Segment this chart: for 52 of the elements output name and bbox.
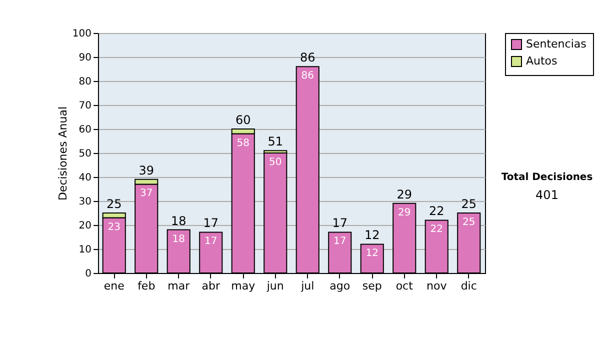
data-label: 12 xyxy=(366,248,378,260)
total-label: 86 xyxy=(300,50,316,65)
y-tick-label: 30 xyxy=(78,196,92,208)
total-label: 60 xyxy=(235,113,251,127)
total-label: 51 xyxy=(268,134,284,149)
data-label: 37 xyxy=(140,188,153,200)
data-label: 29 xyxy=(398,207,411,218)
x-tick-label: sep xyxy=(362,280,382,292)
y-tick-label: 20 xyxy=(78,220,92,232)
data-label: 17 xyxy=(204,236,218,248)
x-tick-label: feb xyxy=(138,280,156,292)
y-tick-label: 100 xyxy=(72,28,92,40)
x-tick-label: oct xyxy=(396,280,414,292)
y-tick-label: 70 xyxy=(78,100,92,112)
total-label: 12 xyxy=(364,228,380,242)
x-tick-label: may xyxy=(231,280,256,292)
legend-label: Sentencias xyxy=(526,38,587,50)
x-tick-label: mar xyxy=(168,280,190,292)
total-label: 17 xyxy=(332,216,348,230)
y-tick-label: 90 xyxy=(78,52,92,64)
text: Total Decisiones xyxy=(500,172,594,183)
data-label: 17 xyxy=(334,236,346,248)
total-label: 22 xyxy=(428,204,444,218)
x-tick-label: abr xyxy=(202,280,220,292)
data-label: 58 xyxy=(236,138,250,149)
x-tick-label: ago xyxy=(330,280,350,292)
total-label: 25 xyxy=(461,197,477,211)
total-label: 29 xyxy=(396,187,412,202)
x-tick-label: dic xyxy=(460,280,477,292)
y-tick-label: 0 xyxy=(85,268,92,280)
data-label: 25 xyxy=(462,217,476,228)
legend-label: Autos xyxy=(526,54,558,68)
y-tick-label: 80 xyxy=(78,76,92,88)
data-label: 86 xyxy=(301,70,314,82)
x-tick-label: jul xyxy=(300,280,314,292)
y-axis-title: Decisiones Anual xyxy=(56,106,70,201)
data-label: 22 xyxy=(430,224,443,236)
y-tick-label: 50 xyxy=(78,148,92,160)
x-tick-label: nov xyxy=(426,280,448,292)
x-tick-label: ene xyxy=(104,280,125,292)
data-label: 50 xyxy=(269,157,282,168)
x-tick-label: jun xyxy=(266,280,284,292)
y-tick-label: 40 xyxy=(78,172,92,184)
y-tick-label: 60 xyxy=(78,124,92,136)
data-label: 18 xyxy=(172,234,185,245)
text: 401 xyxy=(534,188,560,202)
total-label: 39 xyxy=(138,163,154,178)
total-label: 25 xyxy=(106,197,122,211)
total-label: 18 xyxy=(170,214,186,228)
total-label: 17 xyxy=(203,216,219,230)
y-tick-label: 10 xyxy=(78,244,92,256)
data-label: 23 xyxy=(108,222,120,233)
